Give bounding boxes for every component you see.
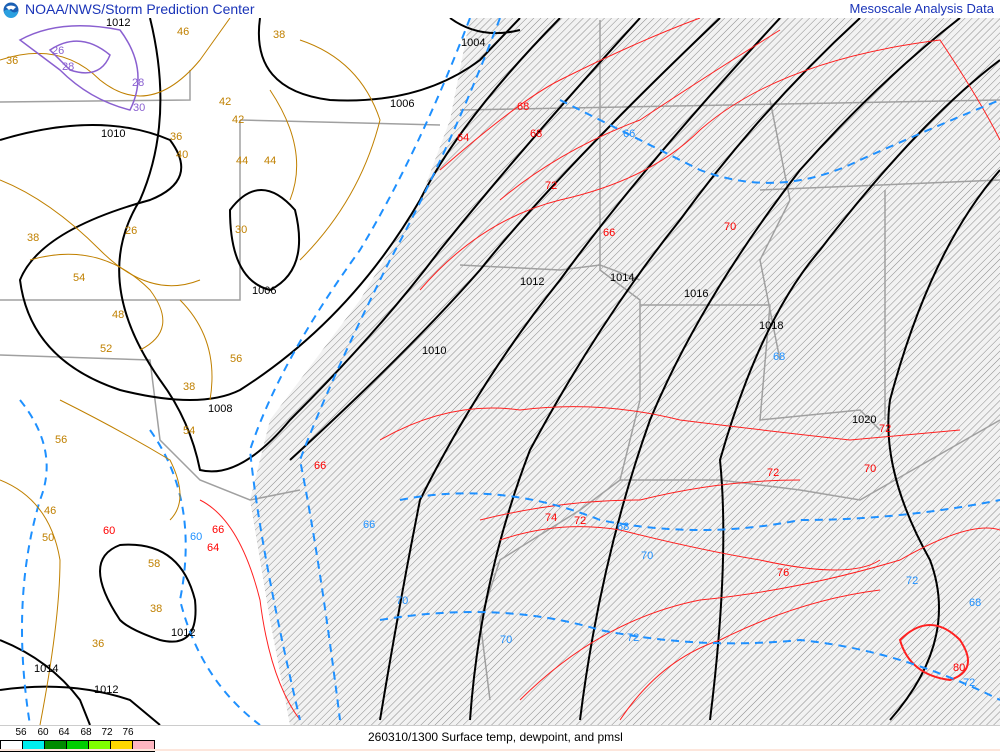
dewpoint-label: 70 xyxy=(641,550,653,562)
temp-label: 64 xyxy=(457,132,469,144)
isobar-label: 1010 xyxy=(101,128,125,140)
colorbar-tick: 64 xyxy=(58,727,70,738)
cold-label: 36 xyxy=(92,638,104,650)
purple-label: 28 xyxy=(132,77,144,89)
isobar-label: 1012 xyxy=(520,276,544,288)
temp-label: 70 xyxy=(724,221,736,233)
cold-label: 56 xyxy=(230,353,242,365)
dewpoint-labels: 66 68 70 68 70 72 72 70 72 68 60 66 xyxy=(190,128,981,689)
cold-label: 52 xyxy=(100,343,112,355)
cold-label: 44 xyxy=(264,155,276,167)
isobar-label: 1006 xyxy=(390,98,414,110)
footer: 56 60 64 68 72 76 260310/1300 Surface te… xyxy=(0,725,1000,752)
dewpoint-label: 68 xyxy=(773,351,785,363)
isobar-label: 1012 xyxy=(106,18,130,29)
cold-label: 48 xyxy=(112,309,124,321)
cold-label: 38 xyxy=(183,381,195,393)
cold-label: 58 xyxy=(148,558,160,570)
temp-label: 70 xyxy=(864,463,876,475)
colorbar-tick: 68 xyxy=(80,727,92,738)
dewpoint-label: 70 xyxy=(396,595,408,607)
footer-strip xyxy=(0,749,1000,751)
temp-label: 66 xyxy=(603,227,615,239)
dewpoint-label: 72 xyxy=(906,575,918,587)
dewpoint-label: 66 xyxy=(363,519,375,531)
colorbar-tick: 60 xyxy=(37,727,49,738)
dewpoint-label: 72 xyxy=(963,677,975,689)
cold-label: 46 xyxy=(177,26,189,38)
colorbar-tick: 72 xyxy=(101,727,113,738)
org-title: NOAA/NWS/Storm Prediction Center xyxy=(25,1,255,17)
dewpoint-contours xyxy=(19,18,1000,725)
cold-label: 46 xyxy=(44,505,56,517)
isobar-label: 1018 xyxy=(759,320,783,332)
temp-label: 72 xyxy=(574,515,586,527)
temp-label: 72 xyxy=(545,180,557,192)
temp-label: 66 xyxy=(314,460,326,472)
weather-map: 1004 1006 1008 1010 1010 1012 1014 1016 … xyxy=(0,18,1000,725)
cold-label: 36 xyxy=(6,55,18,67)
temp-label: 68 xyxy=(530,128,542,140)
product-title: Mesoscale Analysis Data xyxy=(849,1,994,16)
cold-label: 42 xyxy=(219,96,231,108)
cold-label: 40 xyxy=(176,149,188,161)
very-cold-contours xyxy=(18,25,139,111)
cold-temp-contours xyxy=(0,18,381,725)
dewpoint-label: 66 xyxy=(623,128,635,140)
dewpoint-label: 72 xyxy=(627,632,639,644)
dewpoint-label: 68 xyxy=(617,521,629,533)
cold-label: 54 xyxy=(73,272,85,284)
isobar-label: 1014 xyxy=(610,272,634,284)
isobar-labels: 1004 1006 1008 1010 1010 1012 1014 1016 … xyxy=(34,18,876,696)
cold-label: 30 xyxy=(235,224,247,236)
cold-label: 38 xyxy=(273,29,285,41)
isobar-label: 1006 xyxy=(252,285,276,297)
temp-label: 74 xyxy=(545,512,557,524)
isobar-label: 1020 xyxy=(852,414,876,426)
header: NOAA/NWS/Storm Prediction Center Mesosca… xyxy=(0,0,1000,20)
dewpoint-label: 60 xyxy=(190,531,202,543)
cold-label: 54 xyxy=(183,425,195,437)
cold-label: 38 xyxy=(27,232,39,244)
purple-label: 26 xyxy=(52,45,64,57)
temp-label: 72 xyxy=(879,423,891,435)
noaa-logo xyxy=(3,2,19,18)
cold-label: 38 xyxy=(150,603,162,615)
isobar-label: 1016 xyxy=(684,288,708,300)
colorbar-tick: 56 xyxy=(15,727,27,738)
cold-labels: 46 38 42 36 40 44 26 30 38 54 48 52 56 4… xyxy=(6,26,285,650)
purple-label: 30 xyxy=(133,102,145,114)
isobar-label: 1012 xyxy=(94,684,118,696)
dewpoint-hatched-area xyxy=(250,18,1000,725)
cold-label: 44 xyxy=(236,155,248,167)
state-borders xyxy=(0,20,1000,701)
temp-label: 72 xyxy=(767,467,779,479)
cold-label: 56 xyxy=(55,434,67,446)
isobar-label: 1004 xyxy=(461,37,485,49)
temp-label: 68 xyxy=(517,101,529,113)
temp-label: 66 xyxy=(212,524,224,536)
temp-label: 64 xyxy=(207,542,219,554)
isobar-label: 1010 xyxy=(422,345,446,357)
map-caption: 260310/1300 Surface temp, dewpoint, and … xyxy=(368,730,623,744)
cold-label: 36 xyxy=(170,131,182,143)
temp-labels: 68 68 64 72 66 70 70 72 74 72 76 60 66 6… xyxy=(103,101,965,674)
cold-label: 50 xyxy=(42,532,54,544)
temperature-contours xyxy=(199,18,1000,721)
isobar-label: 1012 xyxy=(171,627,195,639)
cold-label: 42 xyxy=(232,114,244,126)
dewpoint-label: 68 xyxy=(969,597,981,609)
purple-label: 28 xyxy=(62,61,74,73)
isobar-label: 1014 xyxy=(34,663,58,675)
temp-label: 76 xyxy=(777,567,789,579)
purple-labels: 26 28 28 30 xyxy=(52,45,145,114)
temp-label: 80 xyxy=(953,662,965,674)
dewpoint-label: 70 xyxy=(500,634,512,646)
colorbar-tick: 76 xyxy=(122,727,134,738)
isobar-label: 1008 xyxy=(208,403,232,415)
temp-label: 60 xyxy=(103,525,115,537)
cold-label: 26 xyxy=(125,225,137,237)
